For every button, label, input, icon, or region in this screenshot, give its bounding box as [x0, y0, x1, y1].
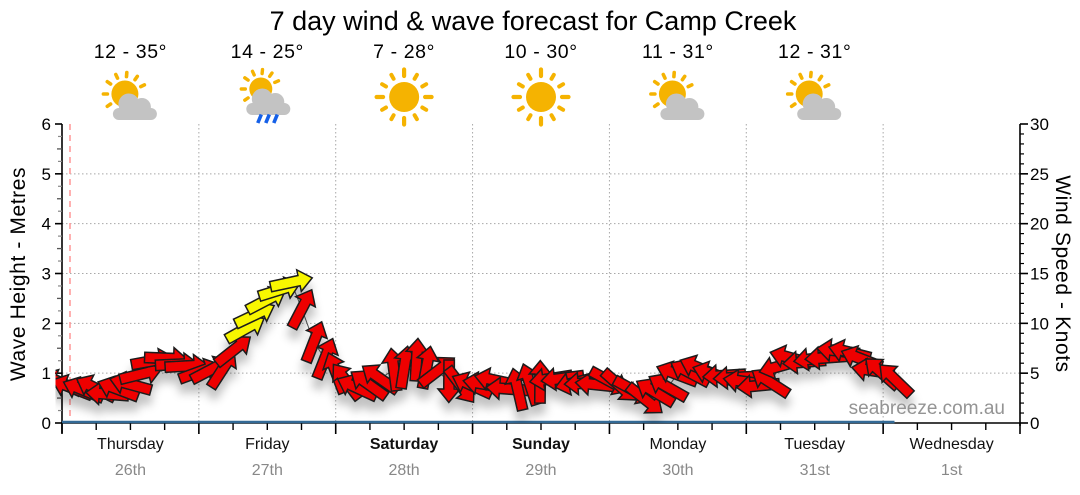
svg-text:Thursday: Thursday — [97, 436, 164, 453]
svg-text:27th: 27th — [252, 462, 283, 479]
svg-text:14 - 25°: 14 - 25° — [231, 41, 304, 63]
svg-text:26th: 26th — [115, 462, 146, 479]
svg-text:0: 0 — [1030, 414, 1039, 433]
svg-text:31st: 31st — [800, 462, 831, 479]
svg-text:12 - 35°: 12 - 35° — [94, 41, 167, 63]
svg-text:Sunday: Sunday — [512, 436, 570, 453]
svg-text:Saturday: Saturday — [370, 436, 439, 453]
svg-text:5: 5 — [1030, 364, 1039, 383]
svg-text:12 - 31°: 12 - 31° — [778, 41, 851, 63]
svg-text:1st: 1st — [941, 462, 963, 479]
svg-text:29th: 29th — [525, 462, 556, 479]
svg-text:20: 20 — [1030, 215, 1049, 234]
svg-text:7 - 28°: 7 - 28° — [373, 41, 435, 63]
svg-text:7 day wind & wave forecast for: 7 day wind & wave forecast for Camp Cree… — [270, 6, 797, 36]
svg-text:10 - 30°: 10 - 30° — [504, 41, 577, 63]
svg-text:5: 5 — [42, 165, 51, 184]
svg-text:Wave Height - Metres: Wave Height - Metres — [7, 167, 30, 381]
svg-text:30th: 30th — [662, 462, 693, 479]
svg-text:1: 1 — [42, 364, 51, 383]
svg-text:25: 25 — [1030, 165, 1049, 184]
svg-text:4: 4 — [42, 215, 51, 234]
svg-text:6: 6 — [42, 115, 51, 134]
svg-text:10: 10 — [1030, 314, 1049, 333]
svg-text:Monday: Monday — [649, 436, 706, 453]
svg-text:Wind Speed - Knots: Wind Speed - Knots — [1051, 175, 1074, 373]
svg-text:3: 3 — [42, 265, 51, 284]
svg-text:30: 30 — [1030, 115, 1049, 134]
svg-text:Wednesday: Wednesday — [909, 436, 993, 453]
svg-text:15: 15 — [1030, 265, 1049, 284]
svg-text:Tuesday: Tuesday — [784, 436, 845, 453]
svg-text:0: 0 — [42, 414, 51, 433]
svg-text:11 - 31°: 11 - 31° — [642, 41, 714, 63]
svg-text:Friday: Friday — [245, 436, 289, 453]
svg-text:2: 2 — [42, 314, 51, 333]
svg-text:28th: 28th — [389, 462, 420, 479]
svg-text:seabreeze.com.au: seabreeze.com.au — [849, 398, 1005, 419]
